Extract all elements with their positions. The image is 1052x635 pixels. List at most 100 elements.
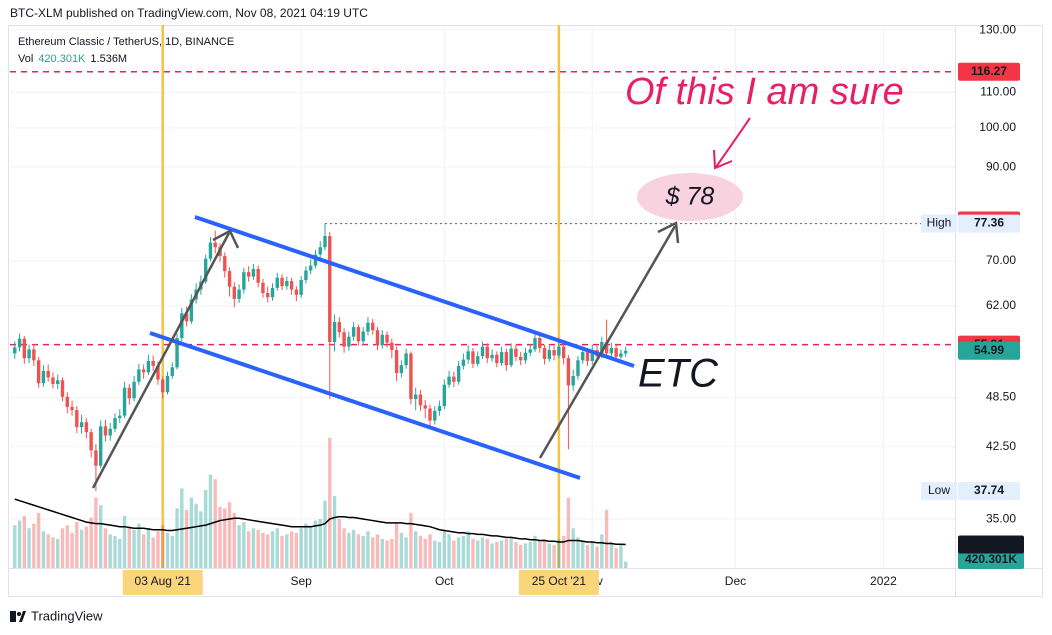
candle-body	[208, 242, 213, 259]
volume-bar	[409, 512, 413, 568]
candle-body	[571, 375, 575, 386]
candle-body	[170, 367, 174, 376]
candle-body	[547, 350, 552, 359]
x-tick-label: Dec	[725, 574, 746, 588]
volume-bar	[313, 520, 318, 568]
candle-body	[576, 360, 580, 376]
volume-bar	[361, 535, 365, 568]
volume-bar	[538, 540, 542, 568]
candle-body	[270, 287, 275, 298]
volume-bar	[423, 538, 427, 568]
candle-body	[246, 272, 251, 277]
volume-bar	[89, 517, 93, 568]
volume-bar	[103, 528, 108, 568]
volume-bar	[161, 525, 165, 568]
candle-body	[418, 394, 423, 406]
volume-bar	[218, 506, 222, 568]
volume-bar	[227, 502, 232, 568]
volume-label-box	[958, 551, 1024, 569]
volume-bar	[523, 543, 528, 568]
candle-body	[409, 353, 413, 400]
scales: 35.00 42.50 48.50 62.00 70.00 90.00 100.00 110.…	[122, 22, 1024, 595]
candle-body	[108, 428, 112, 436]
volume-bar	[571, 528, 575, 568]
candle-body	[518, 356, 523, 361]
volume-bar	[151, 537, 155, 568]
candle-body	[332, 322, 337, 342]
candle-body	[351, 327, 356, 337]
candle-body	[242, 272, 246, 290]
candle-body	[146, 361, 151, 373]
y-tick-label: 130.00	[979, 22, 1016, 36]
candle-body	[523, 352, 528, 361]
volume-bar	[480, 537, 485, 568]
volume-bar	[356, 534, 361, 568]
candle-body	[113, 418, 117, 429]
volume-bar	[614, 548, 618, 568]
volume-bar	[452, 540, 456, 568]
candle-body	[461, 359, 466, 366]
volume-bar	[495, 541, 499, 568]
candle-body	[103, 426, 108, 436]
candle-body	[41, 370, 46, 384]
candle-body	[323, 236, 327, 248]
volume-bar	[375, 534, 380, 568]
volume-bar	[433, 540, 437, 568]
candle-body	[538, 338, 542, 349]
candle-body	[289, 281, 294, 290]
candle-body	[70, 406, 74, 411]
price-label: 77.36	[974, 216, 1004, 230]
volume-bar	[390, 538, 394, 568]
volume-bar	[17, 520, 22, 568]
price-label-box	[958, 341, 1020, 360]
header: BTC-XLM published on TradingView.com, No…	[10, 6, 368, 20]
candle-body	[342, 332, 346, 347]
annotation: ETC	[638, 352, 719, 396]
volume-bar	[557, 538, 561, 568]
candle-body	[404, 353, 408, 366]
volume-bar	[84, 526, 89, 568]
volume-bar	[261, 532, 265, 568]
candle-body	[308, 265, 313, 271]
candle-body	[499, 352, 504, 364]
candle-body	[304, 270, 308, 280]
candle-body	[399, 365, 404, 374]
candle-body	[256, 268, 260, 283]
volume-bar	[56, 538, 60, 568]
candle-body	[371, 322, 375, 331]
volume-bar	[385, 540, 389, 568]
price-label-box	[958, 62, 1020, 81]
volume-bar	[294, 532, 299, 568]
volume-bar	[528, 541, 532, 568]
candle-body	[480, 346, 485, 357]
chart-frame	[8, 25, 1043, 597]
y-tick-label: 48.50	[986, 390, 1016, 404]
volume-bar	[399, 532, 404, 568]
candle-body	[476, 356, 480, 364]
volume-bar	[328, 437, 332, 568]
candle-body	[165, 375, 170, 393]
candle-body	[227, 271, 232, 287]
volume-bar	[394, 523, 399, 568]
volume-bar	[22, 515, 27, 568]
candle-body	[98, 426, 103, 466]
candle-body	[137, 369, 141, 382]
volume-bar	[413, 531, 418, 568]
volume-bar	[175, 508, 179, 568]
candle-body	[60, 380, 65, 397]
arrow	[91, 229, 240, 489]
volume-bar	[232, 512, 237, 568]
candle-body	[151, 361, 155, 366]
volume-bar	[561, 535, 566, 568]
volume-bar	[323, 500, 327, 568]
candle-body	[51, 377, 55, 384]
candle-body	[581, 352, 585, 361]
candle-body	[266, 293, 270, 298]
candle-body	[385, 334, 389, 343]
volume-bar	[266, 534, 270, 568]
volume-bar	[32, 523, 36, 568]
candle-body	[36, 360, 41, 384]
volume-bar	[132, 529, 136, 568]
candle-body	[452, 376, 456, 382]
candle-body	[456, 365, 461, 382]
